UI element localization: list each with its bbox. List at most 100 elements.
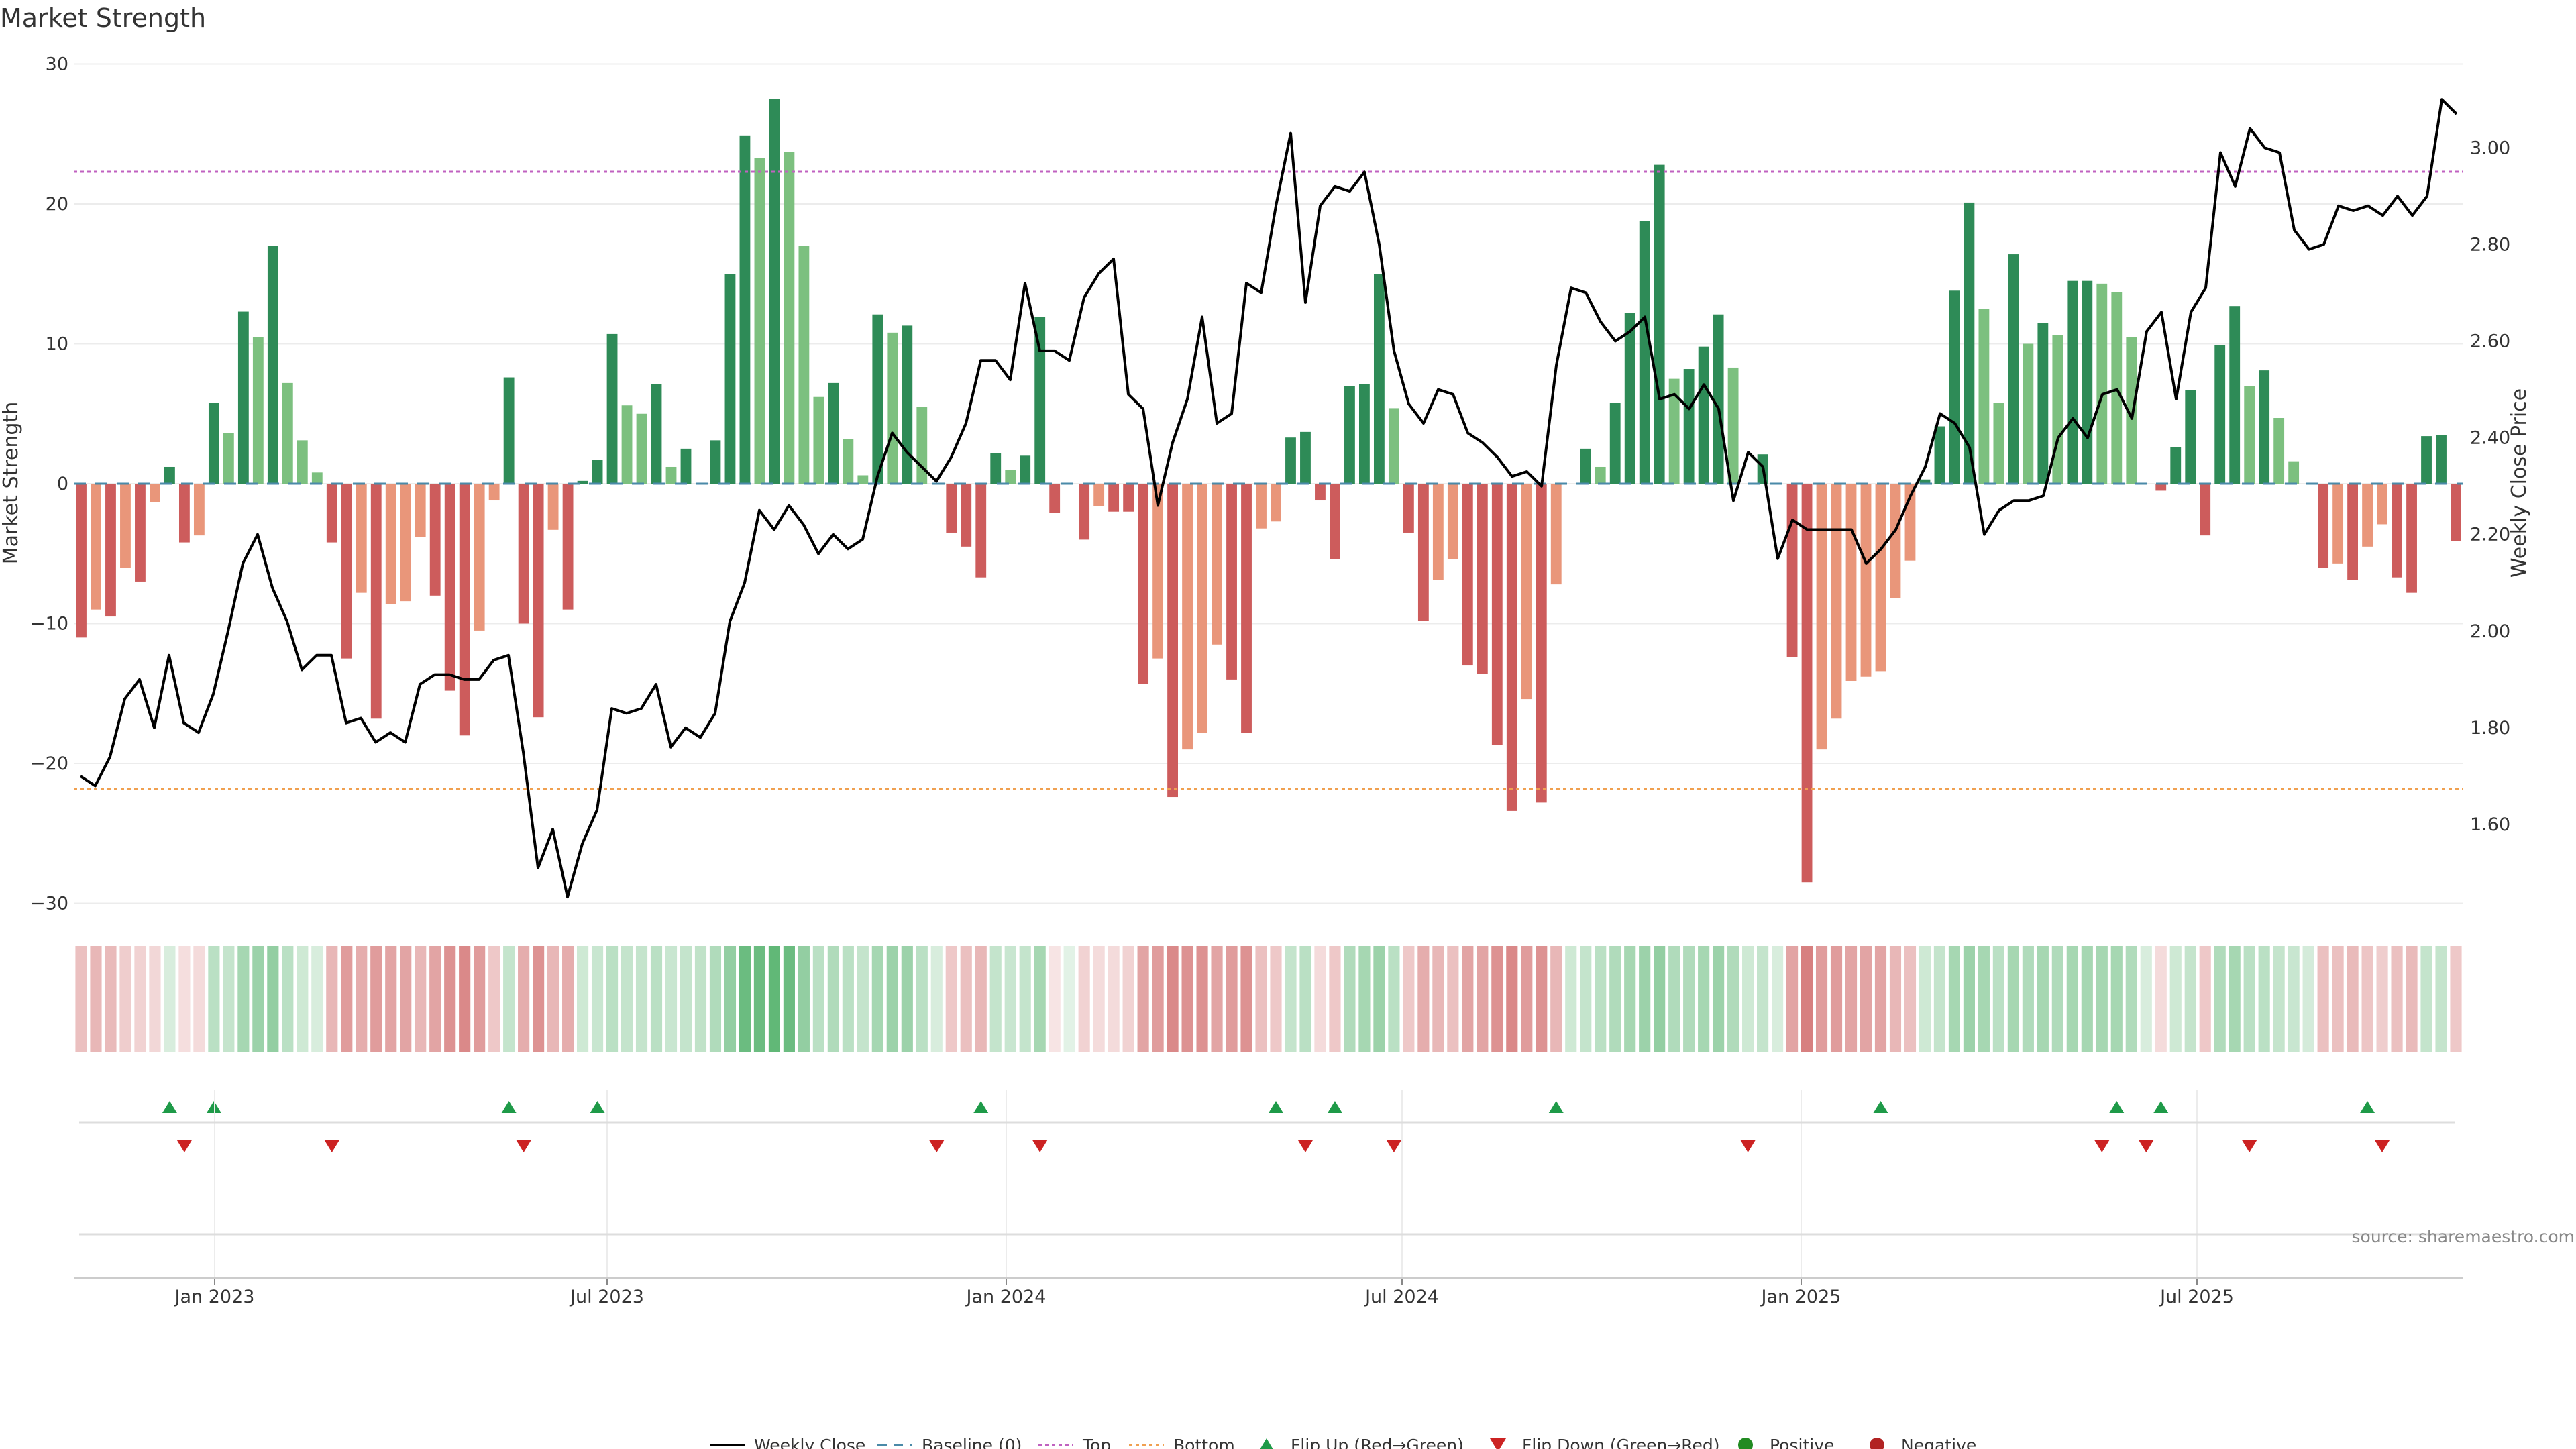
- heat-cell: [2347, 946, 2359, 1052]
- strength-bar: [1034, 317, 1046, 484]
- strength-bar: [1934, 426, 1945, 484]
- strength-bar: [2126, 337, 2137, 484]
- strength-bar: [178, 484, 190, 543]
- legend-swatch: [1260, 1438, 1273, 1449]
- strength-bar: [769, 99, 780, 484]
- heat-cell: [297, 946, 309, 1052]
- heat-cell: [1904, 946, 1917, 1052]
- y-tick-label: 0: [57, 474, 68, 494]
- heat-cell: [1713, 946, 1725, 1052]
- heat-cell: [1255, 946, 1267, 1052]
- heat-cell: [1240, 946, 1252, 1052]
- heat-cell: [857, 946, 869, 1052]
- strength-bar: [326, 484, 337, 543]
- strength-bar: [1506, 484, 1517, 811]
- strength-bar: [1816, 484, 1827, 750]
- heat-cell: [680, 946, 692, 1052]
- x-tick-label: Jan 2024: [965, 1287, 1046, 1307]
- heat-cell: [1063, 946, 1075, 1052]
- x-tick-label: Jul 2023: [569, 1287, 644, 1307]
- strength-bar: [1197, 484, 1208, 733]
- heat-cell: [1933, 946, 1946, 1052]
- heat-cell: [1757, 946, 1769, 1052]
- strength-bar: [2155, 484, 2167, 491]
- heat-cell: [1948, 946, 1961, 1052]
- heat-cell: [1108, 946, 1120, 1052]
- heat-cell: [326, 946, 338, 1052]
- heat-strip: [75, 946, 2462, 1052]
- strength-bar: [902, 325, 913, 484]
- flip-down-marker: [2139, 1140, 2154, 1152]
- heat-cell: [2361, 946, 2373, 1052]
- legend-label: Bottom: [1173, 1436, 1235, 1449]
- flip-down-marker: [929, 1140, 945, 1152]
- heat-cell: [1329, 946, 1341, 1052]
- heat-cell: [1639, 946, 1651, 1052]
- heat-cell: [975, 946, 987, 1052]
- heat-cell: [2273, 946, 2285, 1052]
- strength-bar: [1005, 470, 1016, 484]
- strength-bar: [2347, 484, 2359, 580]
- flip-up-marker: [2109, 1101, 2125, 1113]
- strength-bar: [2451, 484, 2461, 541]
- heat-cell: [2258, 946, 2270, 1052]
- heat-cell: [2110, 946, 2123, 1052]
- strength-bar: [1919, 479, 1931, 484]
- strength-bar: [680, 448, 692, 484]
- strength-bar: [1831, 484, 1842, 719]
- strength-bar: [2273, 418, 2285, 484]
- strength-bar: [857, 475, 869, 484]
- heat-cell: [1668, 946, 1680, 1052]
- strength-bar: [1093, 484, 1105, 506]
- heat-cell: [474, 946, 486, 1052]
- heat-cell: [1874, 946, 1887, 1052]
- flip-up-marker: [1327, 1101, 1342, 1113]
- y2-tick-label: 2.20: [2470, 525, 2510, 545]
- strength-bar: [2082, 280, 2093, 484]
- heat-cell: [1786, 946, 1799, 1052]
- strength-bar: [311, 472, 323, 484]
- flip-down-marker: [324, 1140, 339, 1152]
- flip-up-marker: [162, 1101, 177, 1113]
- strength-bar: [1212, 484, 1222, 645]
- strength-bar: [518, 484, 529, 624]
- legend-swatch: [1870, 1438, 1884, 1449]
- strength-bar: [1241, 484, 1252, 733]
- heat-cell: [1004, 946, 1016, 1052]
- strength-bar: [636, 413, 647, 484]
- heat-cell: [1698, 946, 1710, 1052]
- heat-cell: [2450, 946, 2462, 1052]
- strength-bar: [1403, 484, 1414, 533]
- strength-bar: [872, 314, 883, 484]
- heat-cell: [2376, 946, 2388, 1052]
- heat-cell: [1830, 946, 1843, 1052]
- heat-cell: [1285, 946, 1297, 1052]
- strength-bar: [1683, 369, 1695, 484]
- strength-bar: [267, 246, 278, 484]
- heat-cell: [223, 946, 235, 1052]
- heat-cell: [1624, 946, 1636, 1052]
- heat-cell: [1226, 946, 1238, 1052]
- heat-cell: [2302, 946, 2314, 1052]
- strength-bar: [415, 484, 426, 537]
- flip-up-marker: [1873, 1101, 1888, 1113]
- heat-cell: [252, 946, 264, 1052]
- heat-cell: [1683, 946, 1695, 1052]
- strength-bar: [621, 405, 633, 484]
- heat-cell: [916, 946, 928, 1052]
- heat-cell: [1462, 946, 1474, 1052]
- strength-bar: [385, 484, 396, 604]
- heat-cell: [2051, 946, 2063, 1052]
- y2-axis-label: Weekly Close Price: [2508, 388, 2531, 578]
- heat-cell: [650, 946, 663, 1052]
- legend-label: Top: [1082, 1436, 1111, 1449]
- heat-cell: [739, 946, 751, 1052]
- strength-bar: [1447, 484, 1458, 559]
- source-note: source: sharemaestro.com: [2352, 1227, 2575, 1246]
- strength-bar: [1417, 484, 1429, 621]
- heat-cell: [635, 946, 648, 1052]
- strength-bar: [2421, 436, 2432, 484]
- heat-cell: [1078, 946, 1090, 1052]
- strength-bar: [843, 439, 854, 484]
- heat-cell: [1388, 946, 1400, 1052]
